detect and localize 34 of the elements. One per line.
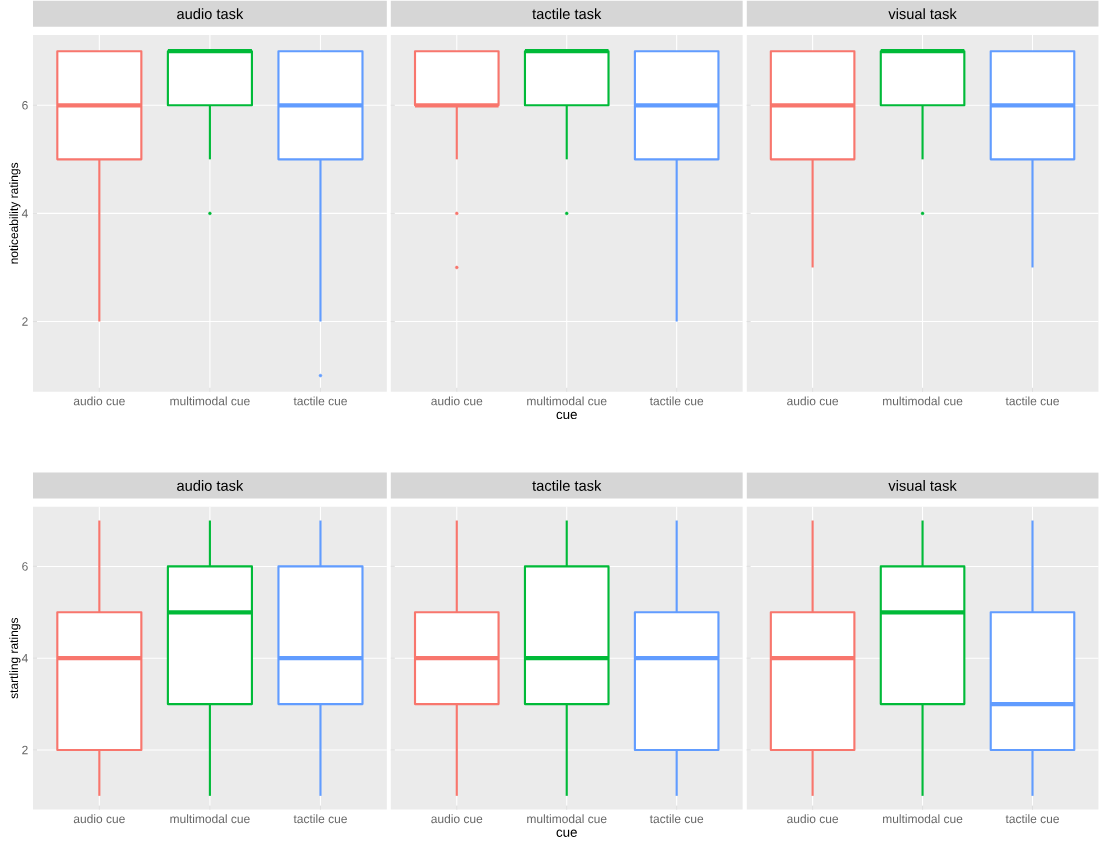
y-tick-label: 6	[22, 562, 28, 571]
x-tick-label: multimodal cue	[527, 814, 607, 824]
x-tick-label: multimodal cue	[170, 814, 250, 824]
y-axis-title: noticeability ratings	[9, 163, 21, 264]
chart-title: visual task	[888, 480, 957, 492]
x-tick-label: tactile cue	[649, 814, 704, 824]
y-tick-label: 4	[21, 654, 28, 663]
x-tick-label: audio cue	[787, 814, 839, 824]
x-tick-label: audio cue	[787, 396, 839, 406]
chart-title: tactile task	[532, 8, 602, 20]
x-tick-label: tactile cue	[293, 396, 347, 406]
x-axis-title: cue	[556, 829, 577, 838]
x-tick-label: multimodal cue	[883, 396, 963, 406]
x-tick-label: multimodal cue	[527, 396, 607, 406]
x-tick-label: audio cue	[73, 396, 125, 406]
y-tick-label: 2	[22, 745, 28, 755]
x-tick-label: multimodal cue	[883, 814, 963, 824]
y-axis-title: startling ratings	[9, 618, 21, 699]
x-tick-label: audio cue	[73, 814, 125, 824]
chart-title: audio task	[177, 480, 244, 492]
y-tick-label: 4	[21, 209, 28, 218]
x-tick-label: tactile cue	[1005, 814, 1059, 824]
y-tick-label: 2	[22, 317, 28, 326]
chart-title: tactile task	[532, 480, 602, 492]
chart-title: visual task	[888, 8, 957, 20]
y-tick-label: 6	[22, 101, 28, 110]
x-tick-label: audio cue	[431, 814, 483, 824]
x-axis-title: cue	[556, 412, 577, 420]
x-tick-label: audio cue	[431, 396, 483, 406]
x-tick-label: multimodal cue	[170, 396, 250, 406]
x-tick-label: tactile cue	[649, 396, 704, 406]
chart-title: audio task	[177, 8, 244, 20]
x-tick-label: tactile cue	[1005, 396, 1059, 406]
x-tick-label: tactile cue	[293, 814, 347, 824]
